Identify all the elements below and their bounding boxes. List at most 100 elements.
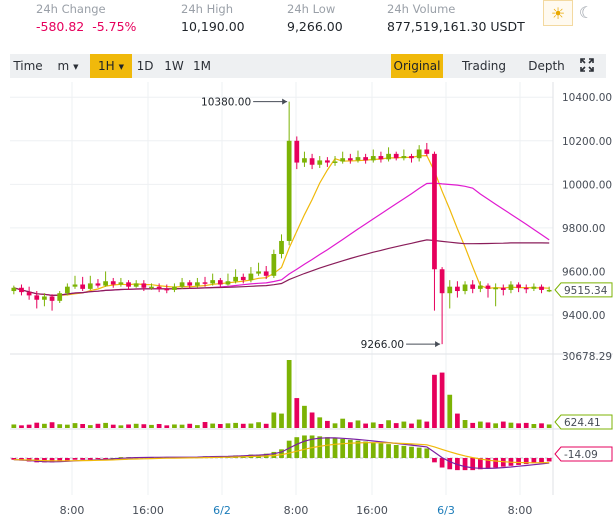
volume-bar <box>95 423 101 428</box>
volume-bar <box>386 420 391 428</box>
macd-current-label: -14.09 <box>564 449 598 461</box>
volume-bar <box>19 425 24 428</box>
candle-body <box>347 158 353 161</box>
volume-bar <box>248 423 254 428</box>
volume-bar <box>172 424 177 428</box>
candle-body <box>149 286 154 289</box>
macd-bar <box>439 458 445 468</box>
candle-body <box>325 160 330 163</box>
low-annotation-label: 9266.00 <box>361 339 404 351</box>
candle-body <box>386 153 391 160</box>
macd-bar <box>378 443 384 458</box>
stat-value-change: -580.82 -5.75% <box>36 19 136 34</box>
volume-bar <box>57 424 63 428</box>
change-percent: -5.75% <box>92 19 137 34</box>
candle-body <box>87 283 93 289</box>
candlestick-chart[interactable]: 9400.00 9600.00 9800.00 10000.00 10200.00 104… <box>0 80 616 525</box>
time-tick-label: 6/2 <box>213 504 231 517</box>
volume-bar <box>110 424 116 428</box>
candle-body <box>523 287 529 290</box>
interval-1m-button[interactable]: 1M <box>193 59 211 73</box>
stat-label-change: 24h Change <box>36 2 106 16</box>
dropdown-arrow-icon: ▼ <box>118 63 125 71</box>
macd-bar <box>363 441 368 458</box>
candle-body <box>393 153 399 159</box>
time-button[interactable]: Time <box>13 59 43 73</box>
macd-bar <box>477 458 483 470</box>
macd-bar <box>485 458 491 469</box>
macd-bar <box>393 445 399 458</box>
volume-bar <box>126 424 131 428</box>
candle-body <box>531 286 537 289</box>
candle-body <box>401 156 407 159</box>
volume-bar <box>393 423 399 428</box>
volume-bar <box>493 423 499 428</box>
volume-bar <box>401 421 407 428</box>
original-view-button[interactable]: Original <box>391 54 443 78</box>
volume-bar <box>225 423 231 428</box>
volume-bar <box>439 372 445 428</box>
candle-body <box>516 284 521 288</box>
volume-bar <box>347 422 353 428</box>
volume-bar <box>286 360 292 428</box>
volume-bar <box>133 423 139 428</box>
macd-bar <box>332 438 338 458</box>
hour-interval-dropdown[interactable]: 1H ▼ <box>90 54 132 78</box>
macd-bar <box>370 442 376 458</box>
macd-bar <box>325 437 330 458</box>
macd-dea-line <box>13 442 550 464</box>
macd-bar <box>462 458 468 471</box>
volume-bar <box>424 421 430 428</box>
fullscreen-icon[interactable] <box>574 54 600 78</box>
stat-label-high: 24h High <box>181 2 234 16</box>
interval-1d-button[interactable]: 1D <box>136 59 154 73</box>
moon-icon[interactable]: ☾ <box>578 2 594 22</box>
macd-bar <box>531 458 537 464</box>
stat-value-high: 10,190.00 <box>181 19 245 34</box>
candle-body <box>546 289 552 292</box>
volume-bar <box>271 412 277 428</box>
candle-body <box>271 254 277 276</box>
minute-label: m <box>57 59 70 73</box>
volume-bar <box>141 424 147 428</box>
volume-bar <box>72 423 78 428</box>
candle-body <box>309 158 315 165</box>
current-price-label-tag <box>554 282 613 298</box>
volume-bar <box>447 394 453 428</box>
candle-body <box>286 140 292 241</box>
candle-body <box>110 281 116 285</box>
minute-interval-dropdown[interactable]: m ▼ <box>47 54 89 78</box>
macd-bar <box>11 458 17 460</box>
candle-body <box>294 140 300 163</box>
candle-body <box>225 281 231 285</box>
interval-1w-button[interactable]: 1W <box>164 59 184 73</box>
volume-bar <box>240 423 246 428</box>
candle-body <box>363 157 368 161</box>
high-annotation-arrow-icon <box>282 98 288 105</box>
candle-body <box>187 282 193 286</box>
price-tick-label: 9400.00 <box>562 310 605 322</box>
volume-bar <box>370 422 376 428</box>
volume-bar <box>470 422 476 428</box>
macd-bar <box>294 437 300 458</box>
candle-body <box>485 285 491 289</box>
volume-bar <box>279 413 284 428</box>
macd-bar <box>57 458 63 462</box>
depth-button[interactable]: Depth <box>528 59 565 73</box>
sun-icon[interactable]: ☀ <box>543 0 573 26</box>
candle-body <box>508 284 514 290</box>
tradingview-button[interactable]: Trading View <box>461 59 507 97</box>
volume-bar <box>378 424 384 428</box>
volume-bar <box>432 374 437 428</box>
volume-bar <box>500 421 506 428</box>
time-tick-label: 8:00 <box>508 504 533 517</box>
candle-body <box>302 158 307 163</box>
volume-bar <box>34 422 40 428</box>
candle-body <box>141 283 147 288</box>
macd-bar <box>279 449 284 458</box>
candle-body <box>317 160 323 165</box>
volume-bar <box>233 422 238 428</box>
volume-bar <box>546 424 552 428</box>
volume-bar <box>118 425 124 428</box>
candle-body <box>95 283 101 286</box>
